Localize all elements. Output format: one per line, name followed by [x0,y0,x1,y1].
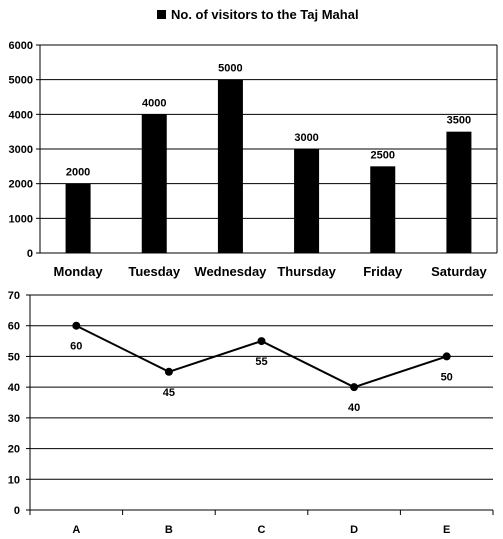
bar-data-label: 4000 [142,97,166,109]
bar-y-tick-label: 1000 [9,213,33,225]
bar-category-label: Saturday [431,264,487,279]
line-data-label: 60 [70,341,82,353]
line-y-tick-label: 20 [8,444,20,456]
bar-y-tick-label: 4000 [9,109,33,121]
bar-category-label: Wednesday [194,264,267,279]
line-category-label: E [443,524,450,536]
line-data-label: 45 [163,387,175,399]
bar-category-label: Tuesday [128,264,181,279]
bar-data-label: 5000 [218,63,242,75]
line-chart: 0 10 20 30 40 50 60 70 60 45 55 40 50 A B C D E [8,290,494,536]
bar-category-label: Thursday [277,264,336,279]
line-y-tick-label: 30 [8,413,20,425]
line-y-tick-label: 70 [8,290,20,302]
line-point [257,337,266,346]
line-y-tick-label: 50 [8,351,20,363]
line-point [164,367,173,376]
line-y-tick-label: 40 [8,382,20,394]
line-y-tick-label: 60 [8,321,20,333]
bar-data-label: 2500 [371,149,395,161]
bar-data-label: 3500 [447,115,471,127]
bar-y-tick-label: 0 [27,248,33,260]
bar-data-label: 2000 [66,167,90,179]
bar-chart: No. of visitors to the Taj Mahal 0 1000 20… [9,7,498,279]
bar-y-tick-label: 6000 [9,40,33,52]
line-point [72,321,81,330]
bar [370,166,396,253]
line-point [350,383,359,392]
line-y-tick-label: 10 [8,474,20,486]
line-point [442,352,451,361]
legend-label: No. of visitors to the Taj Mahal [171,7,359,22]
bar [446,131,472,253]
bar-data-label: 3000 [294,132,318,144]
bar-category-label: Friday [363,264,403,279]
bar [65,183,91,253]
bar [141,114,167,253]
line-data-label: 40 [348,402,360,414]
bar-chart-legend: No. of visitors to the Taj Mahal [157,7,359,22]
line-category-label: A [72,524,80,536]
bar [294,149,320,253]
bar-category-label: Monday [54,264,104,279]
line-data-label: 55 [255,356,267,368]
bar [217,79,243,254]
bar-y-tick-label: 3000 [9,144,33,156]
line-category-label: D [350,524,358,536]
legend-swatch [157,10,166,19]
line-category-label: B [165,524,173,536]
line-data-label: 50 [441,371,453,383]
bar-y-tick-label: 2000 [9,179,33,191]
bar-y-tick-label: 5000 [9,75,33,87]
line-y-tick-label: 0 [14,505,20,517]
line-category-label: C [258,524,266,536]
